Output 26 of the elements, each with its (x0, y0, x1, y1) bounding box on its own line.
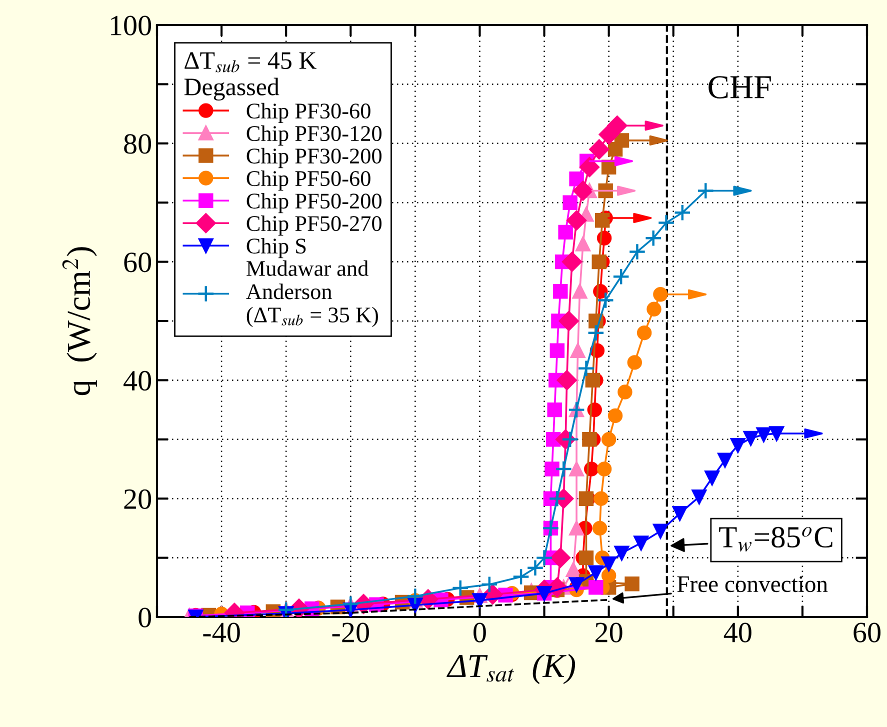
x-tick-label: -40 (203, 622, 240, 642)
legend-label: Mudawar and Anderson (ΔT$_{sub}$ = 35 K) (246, 260, 378, 327)
legend-label: Chip PF50-270 (246, 215, 382, 236)
y-tick-label: 0 (138, 608, 152, 628)
legend-label: Chip PF30-60 (246, 102, 370, 124)
y-tick-label: 20 (124, 489, 152, 510)
legend-title: ΔT$_{sub}$ = 45 K Degassed (184, 52, 316, 101)
legend-label: Chip PF50-60 (246, 170, 370, 191)
legend-label: Chip S (246, 238, 306, 258)
annotation: Free convection (677, 576, 828, 592)
annotation: T$_{w}$=85$^{o}$C (719, 526, 832, 552)
x-tick-label: -20 (332, 622, 369, 642)
x-tick-label: 40 (724, 622, 752, 642)
y-tick-label: 40 (124, 370, 152, 391)
legend-label: Chip PF50-200 (246, 192, 382, 214)
legend-label: Chip PF30-200 (246, 148, 382, 168)
y-axis-title: q (W/cm$^{2}$) (62, 247, 97, 396)
y-tick-label: 100 (110, 16, 152, 36)
x-axis-title: ΔT$_{sat}$ (K) (446, 654, 576, 684)
x-tick-label: 20 (596, 622, 622, 642)
y-tick-label: 60 (124, 252, 152, 272)
y-tick-label: 80 (124, 134, 152, 154)
x-tick-label: 0 (474, 622, 486, 642)
x-tick-label: 60 (854, 622, 880, 642)
annotation: CHF (708, 76, 771, 98)
legend-label: Chip PF30-120 (246, 125, 382, 146)
